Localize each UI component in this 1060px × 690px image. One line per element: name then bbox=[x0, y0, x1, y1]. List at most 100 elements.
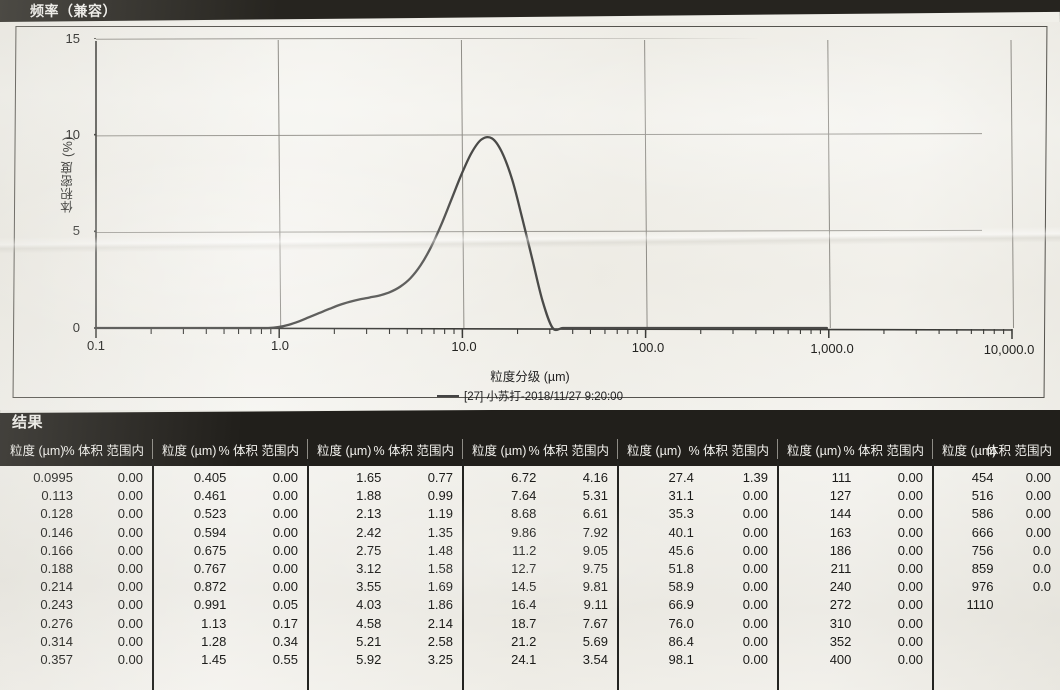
table-row: 1110 bbox=[932, 597, 1060, 615]
column-header-separator bbox=[617, 439, 618, 459]
table-row: 2.42 1.35 bbox=[307, 525, 462, 543]
cell-volume: 0.00 bbox=[742, 488, 768, 504]
x-tick-2: 10.0 bbox=[451, 339, 477, 354]
column-header-separator bbox=[152, 439, 153, 459]
cell-size: 5.92 bbox=[356, 651, 382, 667]
cell-volume: 1.39 bbox=[742, 470, 768, 485]
column-divider bbox=[152, 461, 154, 690]
cell-volume: 9.75 bbox=[582, 560, 608, 576]
cell-volume: 0.34 bbox=[272, 633, 298, 649]
x-tick-0: 0.1 bbox=[86, 338, 106, 353]
cell-volume: 5.69 bbox=[582, 633, 608, 649]
cell-volume: 0.00 bbox=[117, 470, 143, 485]
plot-area bbox=[94, 38, 1014, 339]
column-header-group-5: 粒度 (µm) % 体积 范围内 bbox=[617, 437, 777, 461]
table-row: 400 0.00 bbox=[777, 652, 932, 670]
table-row: 1.65 0.77 bbox=[307, 470, 462, 488]
cell-size: 18.7 bbox=[511, 615, 537, 631]
cell-size: 211 bbox=[830, 560, 852, 576]
column-header-volume: % 体积 范围内 bbox=[843, 443, 924, 458]
cell-size: 1.13 bbox=[201, 615, 227, 631]
table-row: 0.523 0.00 bbox=[152, 506, 307, 524]
cell-volume: 0.00 bbox=[742, 615, 768, 631]
cell-size: 352 bbox=[829, 633, 852, 649]
cell-size: 5.21 bbox=[356, 633, 382, 649]
column-header-group-6: 粒度 (µm)% 体积 范围内 bbox=[777, 437, 932, 461]
table-row: 0.872 0.00 bbox=[152, 579, 307, 597]
cell-size: 0.214 bbox=[40, 579, 73, 595]
table-column-block-3: 1.65 0.77 1.88 0.99 2.13 1.19 2.42 1.35 2.75 1.48… bbox=[307, 461, 462, 690]
cell-volume: 0.00 bbox=[272, 579, 298, 595]
table-row: 45.6 0.00 bbox=[617, 543, 777, 561]
chart-legend: [27] 小苏打-2018/11/27 9:20:00 bbox=[14, 388, 1046, 404]
cell-size: 40.1 bbox=[668, 524, 694, 540]
table-row: 0.166 0.00 bbox=[0, 543, 152, 561]
page-title: 频率（兼容） bbox=[30, 3, 117, 19]
cell-size: 0.276 bbox=[40, 615, 73, 631]
table-row: 24.1 3.54 bbox=[462, 652, 617, 670]
table-row: 0.113 0.00 bbox=[0, 488, 152, 506]
cell-volume: 0.00 bbox=[272, 488, 298, 504]
table-row: 0.0995 0.00 bbox=[0, 470, 152, 488]
cell-volume: 0.0 bbox=[1032, 542, 1051, 558]
table-row: 586 0.00 bbox=[932, 506, 1060, 524]
cell-size: 127 bbox=[829, 488, 852, 504]
table-row: 352 0.00 bbox=[777, 634, 932, 652]
table-row: 1.88 0.99 bbox=[307, 488, 462, 506]
cell-size: 31.1 bbox=[668, 488, 694, 504]
cell-size: 0.523 bbox=[193, 506, 227, 522]
table-row bbox=[932, 634, 1060, 652]
axis-ticks bbox=[94, 38, 1013, 339]
cell-size: 27.4 bbox=[668, 470, 694, 485]
results-band-edge bbox=[0, 410, 1060, 413]
cell-volume: 0.00 bbox=[897, 633, 923, 649]
cell-size: 0.594 bbox=[193, 524, 227, 540]
table-row: 2.75 1.48 bbox=[307, 543, 462, 561]
cell-size: 6.72 bbox=[511, 470, 537, 485]
cell-size: 310 bbox=[829, 615, 852, 631]
cell-volume: 0.0 bbox=[1032, 560, 1051, 576]
table-row: 163 0.00 bbox=[777, 525, 932, 543]
table-column-block-6: 111 0.00 127 0.00 144 0.00 163 0.00 186 0.00 211 0.… bbox=[777, 461, 932, 690]
table-row: 8.68 6.61 bbox=[462, 506, 617, 524]
cell-volume: 0.00 bbox=[897, 615, 923, 631]
cell-volume: 0.00 bbox=[117, 542, 143, 558]
table-row: 5.21 2.58 bbox=[307, 634, 462, 652]
table-row: 3.55 1.69 bbox=[307, 579, 462, 597]
cell-size: 859 bbox=[971, 560, 994, 576]
cell-size: 0.991 bbox=[193, 597, 227, 613]
cell-volume: 0.0 bbox=[1032, 579, 1051, 595]
cell-size: 400 bbox=[829, 651, 852, 667]
cell-volume: 0.00 bbox=[272, 506, 298, 522]
cell-size: 163 bbox=[829, 524, 852, 540]
column-header-volume: % 体积 范围内 bbox=[528, 443, 609, 458]
cell-size: 14.5 bbox=[511, 579, 537, 595]
table-row: 98.1 0.00 bbox=[617, 652, 777, 670]
table-row bbox=[932, 616, 1060, 634]
table-row: 976 0.0 bbox=[932, 579, 1060, 597]
cell-volume: 1.86 bbox=[427, 597, 453, 613]
cell-volume: 0.00 bbox=[1025, 506, 1051, 522]
cell-volume: 0.00 bbox=[897, 488, 923, 504]
table-row: 0.314 0.00 bbox=[0, 634, 152, 652]
table-column-block-4: 6.72 4.16 7.64 5.31 8.68 6.61 9.86 7.92 11.2 9.05… bbox=[462, 461, 617, 690]
column-header-volume: % 体积 范围内 bbox=[218, 443, 299, 458]
column-divider bbox=[777, 461, 779, 690]
column-header-group-7: 粒度 (µm) 体积 范围内 bbox=[932, 437, 1060, 461]
cell-size: 144 bbox=[829, 506, 852, 522]
cell-volume: 0.00 bbox=[742, 560, 768, 576]
table-row: 31.1 0.00 bbox=[617, 488, 777, 506]
cell-size: 0.872 bbox=[193, 579, 227, 595]
results-table-body: 0.0995 0.00 0.113 0.00 0.128 0.00 0.146 0.00 0.1… bbox=[0, 461, 1060, 690]
cell-volume: 0.00 bbox=[897, 506, 923, 522]
x-tick-5: 10,000.0 bbox=[983, 342, 1035, 357]
table-row: 516 0.00 bbox=[932, 488, 1060, 506]
cell-volume: 0.00 bbox=[742, 524, 768, 540]
table-row: 14.5 9.81 bbox=[462, 579, 617, 597]
table-row: 0.128 0.00 bbox=[0, 506, 152, 524]
table-row: 5.92 3.25 bbox=[307, 652, 462, 670]
x-axis-label: 粒度分级 (µm) bbox=[490, 370, 570, 384]
cell-size: 0.357 bbox=[40, 651, 73, 667]
chart-title-band bbox=[0, 0, 1060, 22]
cell-size: 454 bbox=[971, 470, 994, 485]
